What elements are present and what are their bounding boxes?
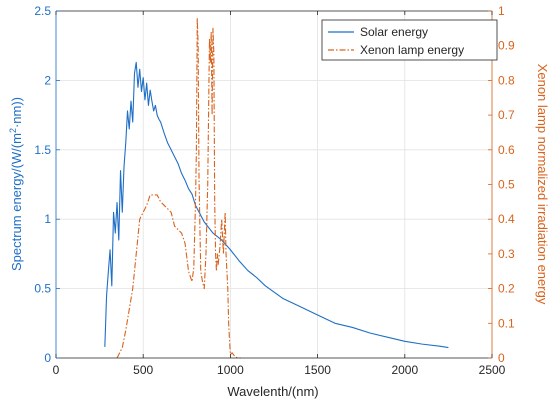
y-tick-label-right-7: 0.7 — [498, 108, 515, 122]
legend-box — [321, 19, 498, 61]
y-tick-label-right-0: 0 — [498, 351, 505, 365]
y-tick-label-right-10: 1 — [498, 4, 505, 18]
legend-label-solar-energy: Solar energy — [360, 25, 428, 39]
x-tick-label-5: 2500 — [479, 363, 506, 377]
y-axis-label-right: Xenon lamp normalized irradiation energy — [535, 64, 550, 305]
x-axis-label: Wavelenth/(nm) — [227, 384, 318, 399]
y-axis-label-left-suffix: ·nm)) — [9, 97, 24, 128]
y-tick-label-left-1: 0.5 — [34, 282, 51, 296]
y-tick-label-right-8: 0.8 — [498, 73, 515, 87]
y-tick-label-left-2: 1 — [44, 212, 51, 226]
y-tick-label-right-5: 0.5 — [498, 178, 515, 192]
y-axis-label-left-prefix: Spectrum energy/(W/(m — [9, 133, 24, 271]
series-layer — [104, 17, 449, 359]
series-line-solar-energy — [104, 61, 449, 349]
y-tick-label-right-9: 0.9 — [498, 39, 515, 53]
x-tick-label-1: 500 — [133, 363, 153, 377]
y-axis-label-left: Spectrum energy/(W/(m2·nm)) — [8, 97, 24, 271]
y-tick-label-right-1: 0.1 — [498, 316, 515, 330]
legend: Solar energy Xenon lamp energy — [321, 19, 498, 61]
x-tick-label-4: 2000 — [391, 363, 418, 377]
y-tick-label-right-6: 0.6 — [498, 143, 515, 157]
y-tick-label-left-4: 2 — [44, 73, 51, 87]
y-axis-label-left-superscript: 2 — [8, 128, 18, 133]
y-tick-label-left-0: 0 — [44, 351, 51, 365]
x-tick-label-3: 1500 — [304, 363, 331, 377]
x-tick-label-2: 1000 — [217, 363, 244, 377]
x-tick-label-0: 0 — [53, 363, 60, 377]
y-tick-label-right-3: 0.3 — [498, 247, 515, 261]
y-tick-label-left-3: 1.5 — [34, 143, 51, 157]
y-tick-label-right-2: 0.2 — [498, 282, 515, 296]
y-tick-label-right-4: 0.4 — [498, 212, 515, 226]
legend-label-xenon-lamp-energy: Xenon lamp energy — [360, 43, 464, 57]
series-line-xenon-lamp-energy — [116, 17, 241, 359]
ticks-layer: 0 500 1000 1500 2000 250000.511.522.500.10.20… — [34, 4, 515, 377]
y-tick-label-left-5: 2.5 — [34, 4, 51, 18]
